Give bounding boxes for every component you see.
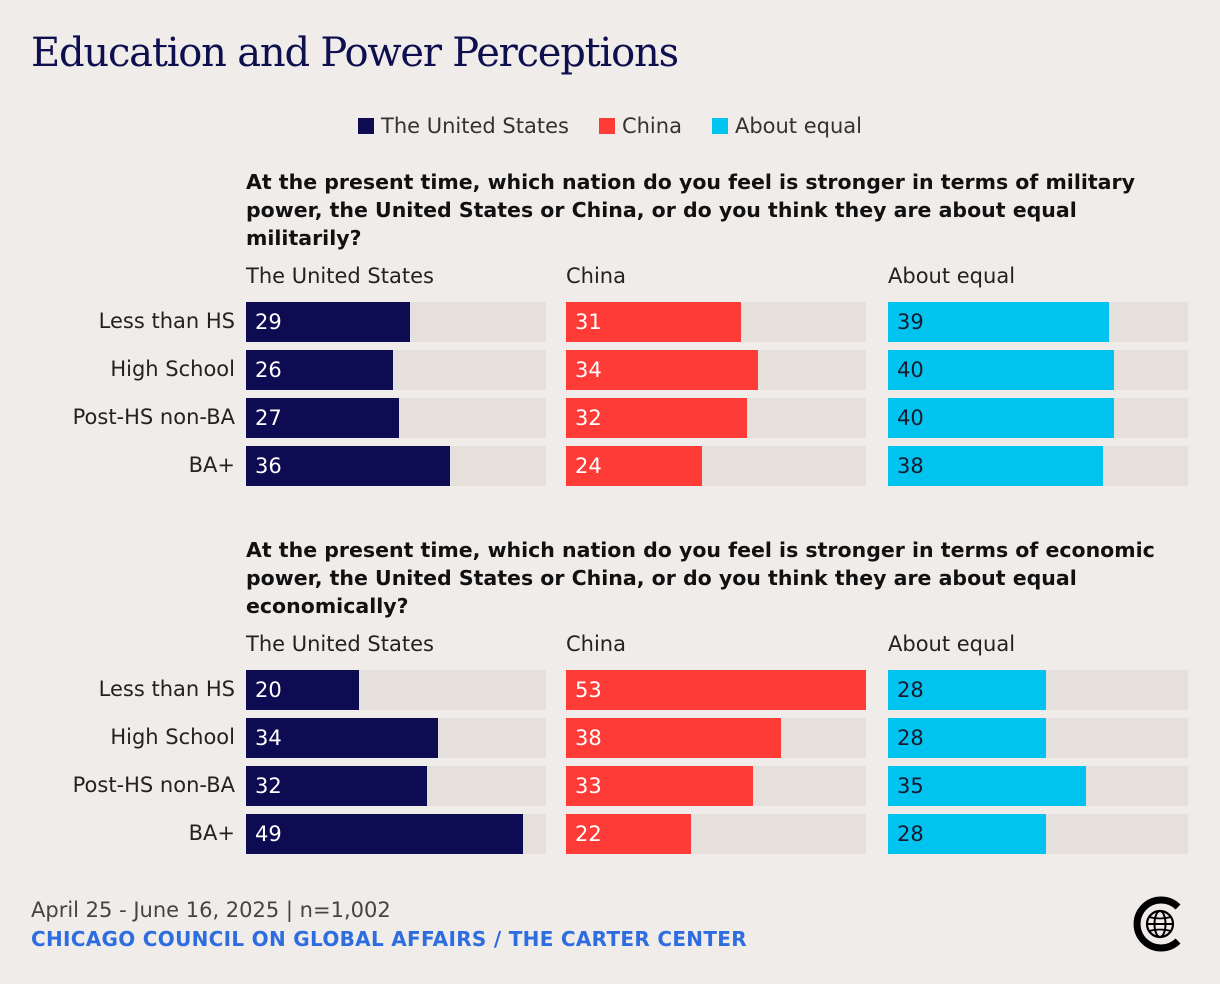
column-header: About equal [888,264,1016,288]
legend-swatch [358,118,375,134]
bar [566,670,866,710]
bar [888,766,1086,806]
bar [888,446,1103,486]
bar [566,446,702,486]
footer-org: CHICAGO COUNCIL ON GLOBAL AFFAIRS / THE … [31,927,747,951]
data-label: 38 [575,726,602,750]
row-label: BA+ [188,821,235,845]
data-label: 20 [255,678,282,702]
legend-swatch [598,118,615,134]
column-header: About equal [888,632,1016,656]
row-label: Post-HS non-BA [72,773,235,797]
data-label: 34 [255,726,282,750]
data-label: 22 [575,822,602,846]
question-text: At the present time, which nation do you… [246,170,1135,250]
data-label: 35 [897,774,924,798]
bar [888,350,1114,390]
bar [888,398,1114,438]
question-text: At the present time, which nation do you… [246,538,1155,618]
bar [888,302,1109,342]
bar [246,766,427,806]
data-label: 31 [575,310,602,334]
bar [566,766,753,806]
legend-label: About equal [734,114,862,138]
data-label: 28 [897,822,924,846]
column-header: China [566,632,626,656]
legend-swatch [711,118,728,134]
footer-date: April 25 - June 16, 2025 | n=1,002 [31,898,391,922]
data-label: 34 [575,358,602,382]
data-label: 53 [575,678,602,702]
bar [566,350,758,390]
legend-label: China [621,114,682,138]
bar [566,302,741,342]
bar [888,670,1046,710]
row-label: High School [110,725,235,749]
data-label: 28 [897,726,924,750]
bar [888,718,1046,758]
data-label: 24 [575,454,602,478]
data-label: 27 [255,406,282,430]
row-label: Less than HS [98,677,235,701]
data-label: 33 [575,774,602,798]
legend-label: The United States [381,114,569,138]
data-label: 26 [255,358,282,382]
bar [566,718,781,758]
bar [888,814,1046,854]
data-label: 29 [255,310,282,334]
legend-item: China [598,113,682,139]
legend: The United States China About equal [0,113,1220,139]
data-label: 49 [255,822,282,846]
bar [246,814,523,854]
column-header: China [566,264,626,288]
column-header: The United States [246,632,434,656]
bar [246,718,438,758]
data-label: 32 [575,406,602,430]
column-header: The United States [246,264,434,288]
bar [246,670,359,710]
bar [246,446,450,486]
row-label: BA+ [188,453,235,477]
row-label: Post-HS non-BA [72,405,235,429]
row-label: Less than HS [98,309,235,333]
data-label: 40 [897,406,924,430]
bar [246,302,410,342]
legend-item: About equal [711,113,862,139]
legend-item: The United States [358,113,569,139]
bar [566,814,691,854]
bar [246,398,399,438]
data-label: 40 [897,358,924,382]
data-label: 36 [255,454,282,478]
data-label: 32 [255,774,282,798]
data-label: 38 [897,454,924,478]
bar [566,398,747,438]
page-title: Education and Power Perceptions [31,30,679,76]
data-label: 39 [897,310,924,334]
globe-icon [1133,896,1181,952]
row-label: High School [110,357,235,381]
bar [246,350,393,390]
data-label: 28 [897,678,924,702]
